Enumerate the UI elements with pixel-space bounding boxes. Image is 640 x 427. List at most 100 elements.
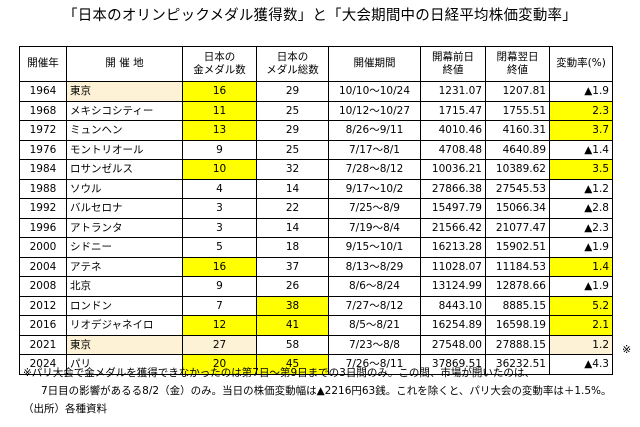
cell-pre-close: 16254.89 (420, 315, 486, 336)
table-row: 2016 リオデジャネイロ 12 41 8/5～8/21 16254.89 16598.19… (19, 315, 613, 336)
cell-period: 8/13～8/29 (328, 256, 421, 277)
cell-post-close: 8885.15 (485, 295, 550, 316)
cell-year: 2008 (19, 276, 67, 297)
cell-period: 7/28～8/12 (328, 159, 421, 180)
cell-post-close: 15066.34 (485, 198, 550, 219)
cell-post-close: 27545.53 (485, 178, 550, 199)
cell-change: 1.4 (549, 256, 613, 277)
cell-city: メキシコシティー (66, 100, 183, 121)
cell-gold: 13 (182, 120, 257, 141)
cell-total: 29 (256, 81, 329, 102)
cell-city: モントリオール (66, 139, 183, 160)
footnotes: ※パリ大会で金メダルを獲得できなかったのは第7日～第9日までの3日間のみ。この間… (23, 364, 612, 418)
page-title: 「日本のオリンピックメダル獲得数」と「大会期間中の日経平均株価変動率」 (63, 8, 577, 24)
cell-total: 37 (256, 256, 329, 277)
header-total: 日本の メダル総数 (256, 46, 329, 82)
cell-gold: 9 (182, 139, 257, 160)
cell-change: ▲1.2 (549, 178, 613, 199)
cell-gold: 7 (182, 295, 257, 316)
cell-change: ▲1.4 (549, 139, 613, 160)
cell-city: ロサンゼルス (66, 159, 183, 180)
cell-pre-close: 8443.10 (420, 295, 486, 316)
cell-pre-close: 27866.38 (420, 178, 486, 199)
cell-change: 2.3 (549, 100, 613, 121)
table-row: 1992 バルセロナ 3 22 7/25～8/9 15497.79 15066.34 ▲2.8 (19, 198, 613, 219)
cell-total: 14 (256, 217, 329, 238)
olympics-table: 開催年 開 催 地 日本の 金メダル数 日本の メダル総数 開催期間 開幕前日 終値 … (19, 46, 613, 375)
cell-pre-close: 16213.28 (420, 237, 486, 258)
cell-pre-close: 27548.00 (420, 334, 486, 355)
cell-change: 5.2 (549, 295, 613, 316)
cell-total: 25 (256, 139, 329, 160)
cell-city: パリ (66, 354, 183, 375)
cell-change: ▲1.9 (549, 276, 613, 297)
cell-pre-close: 1715.47 (420, 100, 486, 121)
cell-post-close: 4160.31 (485, 120, 550, 141)
cell-change: ▲4.3 (549, 354, 613, 375)
header-pre-close: 開幕前日 終値 (420, 46, 486, 82)
table-row: 1972 ミュンヘン 13 29 8/26～9/11 4010.46 4160.31 3.7 (19, 120, 613, 141)
cell-post-close: 12878.66 (485, 276, 550, 297)
cell-change: ▲2.3 (549, 217, 613, 238)
table-row: 1976 モントリオール 9 25 7/17～8/1 4708.48 4640.89 ▲1.4 (19, 139, 613, 160)
header-post-close: 閉幕翌日 終値 (485, 46, 550, 82)
cell-period: 9/17～10/2 (328, 178, 421, 199)
cell-city: 東京 (66, 334, 183, 355)
cell-post-close: 27888.15 (485, 334, 550, 355)
cell-gold: 4 (182, 178, 257, 199)
cell-post-close: 4640.89 (485, 139, 550, 160)
cell-change: 1.2 (549, 334, 613, 355)
cell-pre-close: 4708.48 (420, 139, 486, 160)
cell-post-close: 16598.19 (485, 315, 550, 336)
cell-gold: 27 (182, 334, 257, 355)
cell-period: 10/10～10/24 (328, 81, 421, 102)
cell-period: 9/15～10/1 (328, 237, 421, 258)
cell-pre-close: 4010.46 (420, 120, 486, 141)
cell-total: 58 (256, 334, 329, 355)
cell-year: 2004 (19, 256, 67, 277)
cell-pre-close: 21566.42 (420, 217, 486, 238)
cell-gold: 10 (182, 159, 257, 180)
cell-total: 26 (256, 276, 329, 297)
cell-city: アテネ (66, 256, 183, 277)
cell-change: 3.5 (549, 159, 613, 180)
cell-year: 2021 (19, 334, 67, 355)
cell-period: 8/5～8/21 (328, 315, 421, 336)
table-row: 1968 メキシコシティー 11 25 10/12～10/27 1715.47 1755.5… (19, 100, 613, 121)
cell-total: 38 (256, 295, 329, 316)
cell-post-close: 10389.62 (485, 159, 550, 180)
cell-gold: 16 (182, 81, 257, 102)
cell-year: 2016 (19, 315, 67, 336)
cell-gold: 3 (182, 217, 257, 238)
cell-change: 3.7 (549, 120, 613, 141)
cell-city: アトランタ (66, 217, 183, 238)
cell-gold: 9 (182, 276, 257, 297)
table-row: 2024 パリ 20 45 7/26～8/11 37869.51 36232.51 ▲4.3 (19, 354, 613, 375)
cell-post-close: 1755.51 (485, 100, 550, 121)
header-year: 開催年 (19, 46, 67, 82)
cell-total: 41 (256, 315, 329, 336)
cell-period: 7/23～8/8 (328, 334, 421, 355)
cell-pre-close: 15497.79 (420, 198, 486, 219)
cell-city: バルセロナ (66, 198, 183, 219)
note-line-2: 7日目の影響があるる8/2（金）のみ。当日の株価変動幅は▲2216円63銭。これ… (41, 385, 612, 397)
cell-change: ▲1.9 (549, 81, 613, 102)
header-change: 変動率(%) (549, 46, 613, 82)
table-row: 2012 ロンドン 7 38 7/27～8/12 8443.10 8885.15 5.2 (19, 295, 613, 316)
cell-year: 1996 (19, 217, 67, 238)
cell-total: 22 (256, 198, 329, 219)
table-row: 1996 アトランタ 3 14 7/19～8/4 21566.42 21077.47 ▲2.3 (19, 217, 613, 238)
cell-city: ロンドン (66, 295, 183, 316)
source-note: （出所）各種資料 (23, 403, 107, 415)
cell-year: 2024 (19, 354, 67, 375)
note-line-1: ※パリ大会で金メダルを獲得できなかったのは第7日～第9日までの3日間のみ。この間… (23, 367, 535, 379)
paris-footnote-mark: ※ (622, 343, 632, 356)
cell-year: 2000 (19, 237, 67, 258)
header-gold: 日本の 金メダル数 (182, 46, 257, 82)
cell-period: 8/26～9/11 (328, 120, 421, 141)
table-row: 2004 アテネ 16 37 8/13～8/29 11028.07 11184.53 1.4 (19, 256, 613, 277)
cell-city: ソウル (66, 178, 183, 199)
cell-year: 1976 (19, 139, 67, 160)
header-period: 開催期間 (328, 46, 421, 82)
cell-gold: 20 (182, 354, 257, 375)
